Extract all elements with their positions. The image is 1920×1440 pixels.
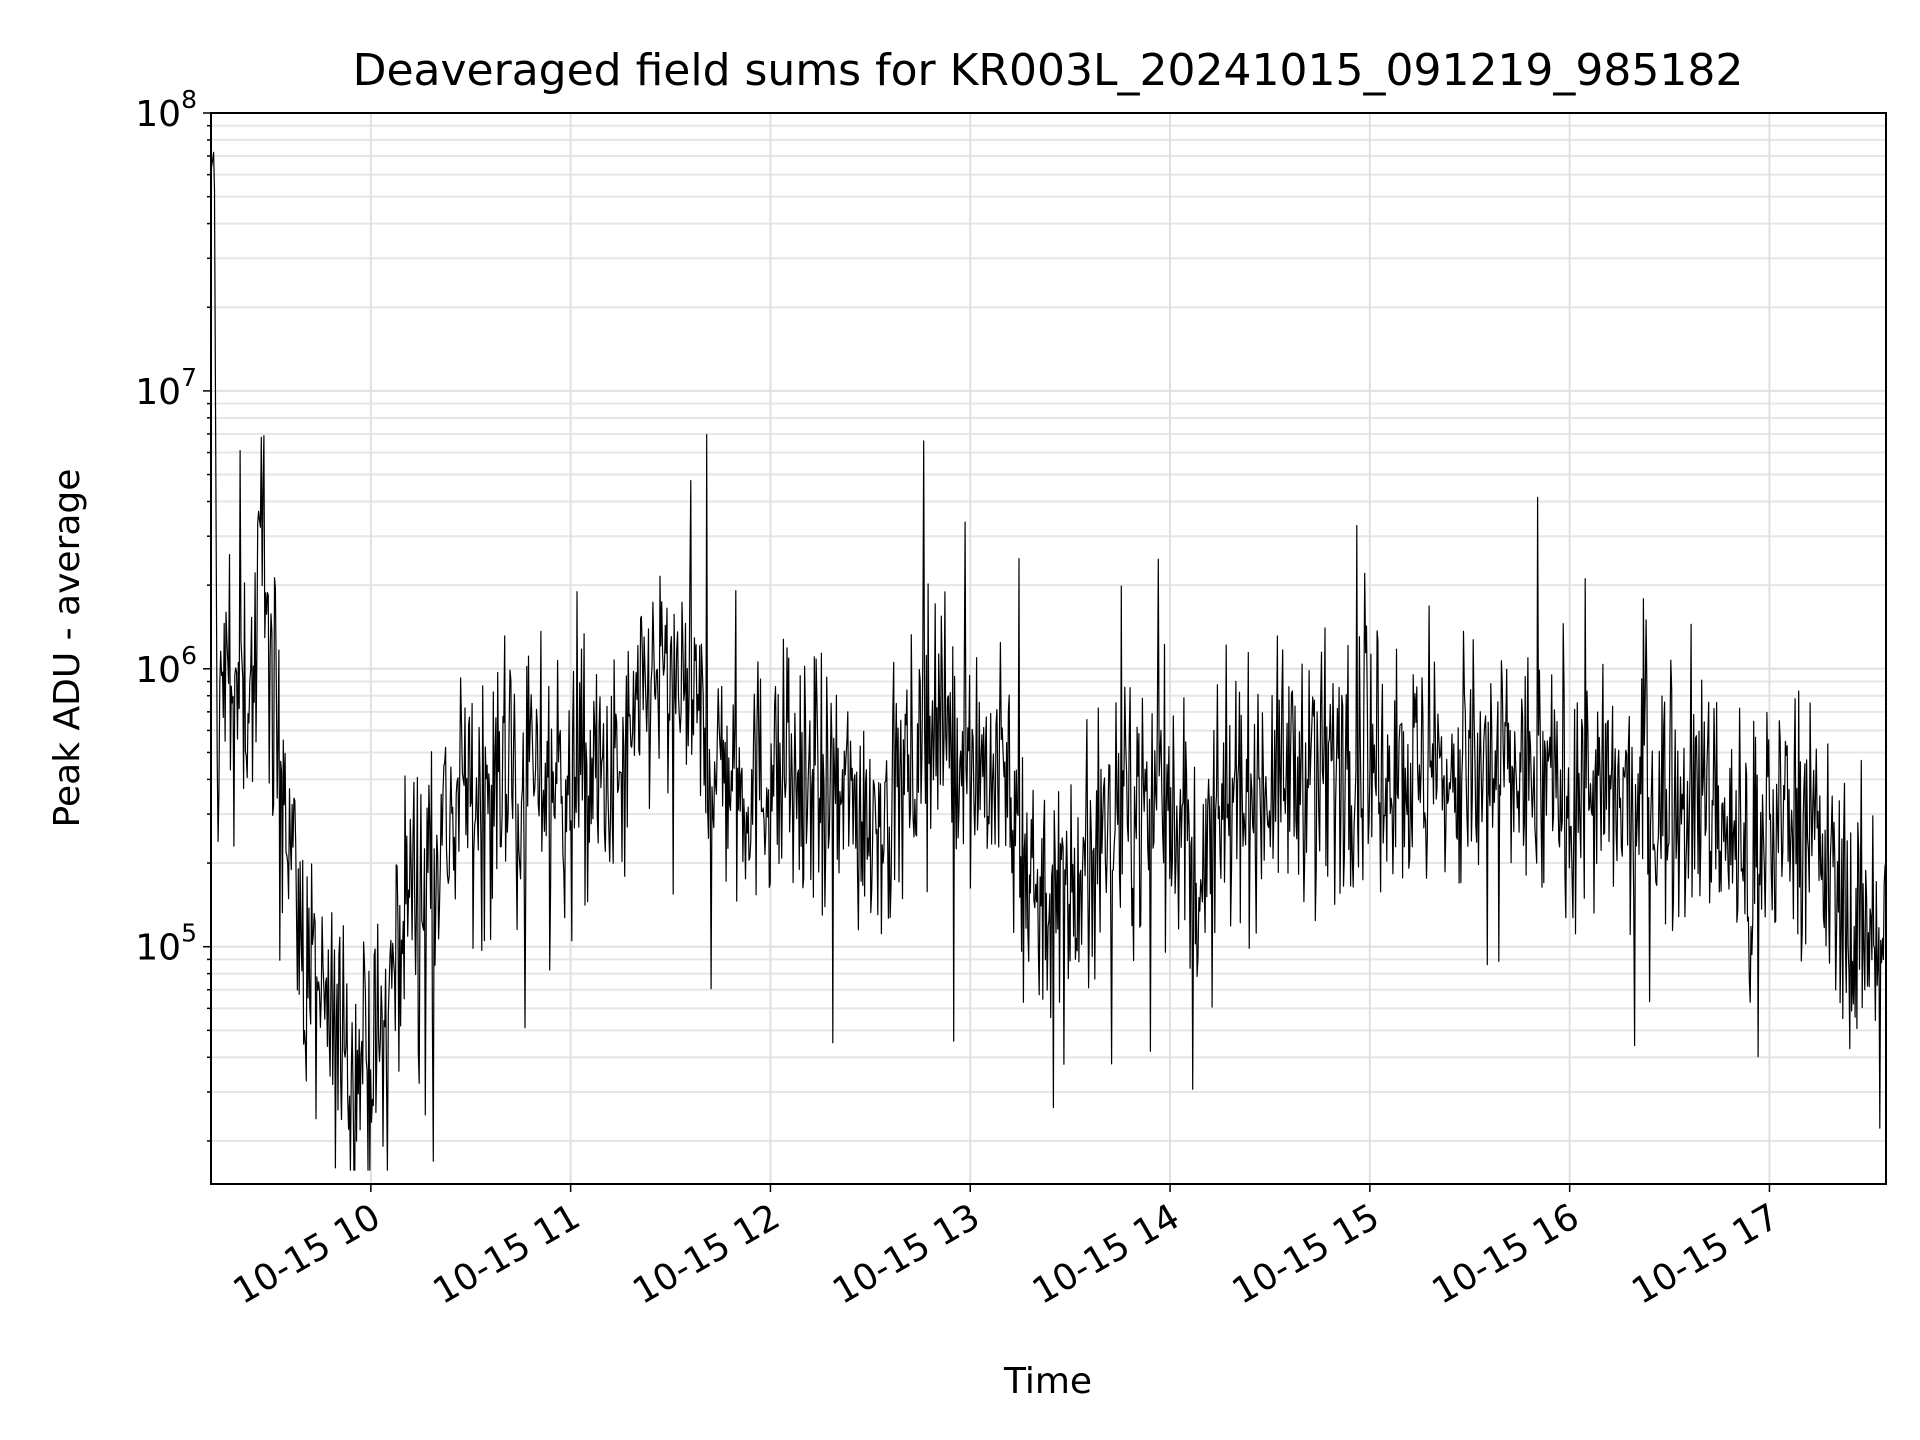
y-tick-base: 10 [135,650,181,691]
y-tick-base: 10 [135,94,181,135]
y-tick-exponent: 6 [181,641,197,670]
plot-frame [210,112,1887,1185]
y-tick-exponent: 8 [181,85,197,114]
y-tick-label: 108 [135,85,197,135]
x-axis-label: Time [1003,1361,1092,1402]
y-axis-label: Peak ADU - average [47,469,88,828]
series-line [210,151,1887,1171]
y-tick-label: 105 [135,919,197,969]
y-tick-label: 106 [135,641,197,691]
y-tick-exponent: 7 [181,363,197,392]
y-tick-base: 10 [135,372,181,413]
y-tick-base: 10 [135,928,181,969]
chart-title: Deaveraged field sums for KR003L_2024101… [353,45,1744,96]
series [210,151,1887,1171]
y-tick-label: 107 [135,363,197,413]
y-tick-exponent: 5 [181,919,197,948]
